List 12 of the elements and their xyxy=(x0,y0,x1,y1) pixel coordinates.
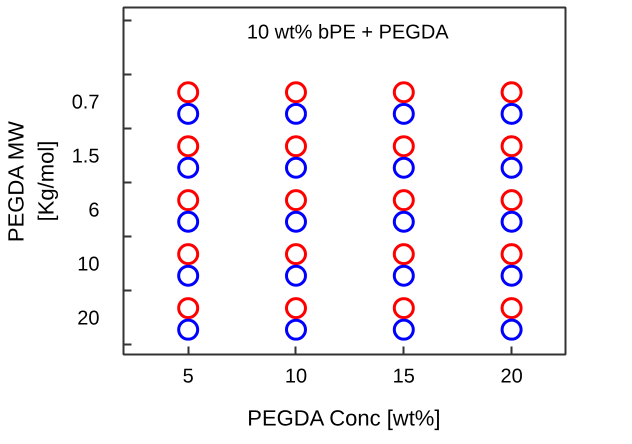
y-tick-label: 1.5 xyxy=(72,145,100,168)
x-tick-label: 20 xyxy=(500,366,523,388)
y-axis-title: PEGDA MW [Kg/mol] xyxy=(4,120,59,242)
x-tick-label: 10 xyxy=(284,366,308,388)
x-axis-title: PEGDA Conc [wt%] xyxy=(247,406,440,430)
x-tick-label: 15 xyxy=(392,366,415,388)
y-tick-label: 20 xyxy=(77,307,100,330)
annotation: 10 wt% bPE + PEGDA xyxy=(246,22,450,44)
y-tick-label: 0.7 xyxy=(72,91,100,114)
y-tick-label: 10 xyxy=(77,253,100,276)
y-tick-label: 6 xyxy=(88,199,100,222)
x-tick-label: 5 xyxy=(182,366,194,388)
